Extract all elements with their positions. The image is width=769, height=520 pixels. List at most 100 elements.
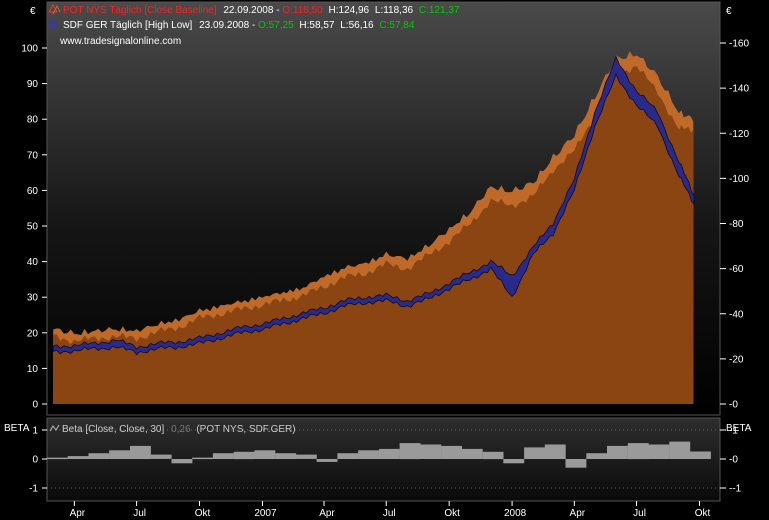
pot-series	[53, 51, 694, 405]
y-left-tick-label: 70	[27, 150, 39, 161]
x-axis: Apr Jul Okt 2007 Apr Jul Okt 2008 Apr Jul Okt	[70, 501, 711, 519]
beta-bar	[212, 453, 234, 459]
beta-bar	[565, 459, 587, 468]
y-right-tick-label: -40	[729, 309, 744, 320]
y-axis-right: -0 -20 -40 -60 -80 -100 -120 -140 -160	[720, 39, 749, 411]
beta-bar	[461, 448, 483, 459]
beta-symbols: (POT NYS, SDF.GER)	[196, 424, 295, 435]
beta-bar	[337, 453, 359, 459]
beta-bar	[316, 459, 338, 462]
x-tick-label: Apr	[570, 508, 586, 519]
legend-pot-high: H:124,96	[329, 5, 370, 16]
beta-bar	[524, 447, 545, 459]
y-left-tick-label: 50	[27, 222, 39, 233]
beta-bar	[503, 459, 525, 464]
svg-text:Beta [Close, Close, 30]: Beta [Close, Close, 30] 0,26 (POT NYS, S…	[62, 424, 296, 435]
beta-tick-label-right: -1	[729, 426, 738, 437]
beta-bar	[192, 457, 214, 460]
beta-tick-label-right: --1	[729, 484, 742, 495]
legend-pot-sep: -	[276, 5, 282, 16]
x-tick-label: 2008	[504, 508, 527, 519]
beta-bar	[47, 457, 68, 460]
legend-sdf-low: L:56,16	[340, 20, 374, 31]
y-right-tick-label: -60	[729, 264, 744, 275]
legend-pot-date: 22.09.2008	[223, 5, 273, 16]
beta-bar	[690, 451, 711, 459]
beta-legend-icon	[49, 424, 60, 432]
y-right-tick-label: -80	[729, 219, 744, 230]
beta-bar	[88, 453, 110, 459]
y-left-tick-label: 10	[27, 364, 39, 375]
sdf-legend-icon	[48, 17, 58, 28]
beta-bar	[275, 453, 297, 459]
sdf-high-low-band	[52, 55, 695, 356]
pot-area-close	[53, 66, 694, 404]
beta-value: 0,26	[171, 424, 191, 435]
y-right-tick-label: -120	[729, 129, 749, 140]
legend-sdf-date: 23.09.2008	[199, 20, 249, 31]
legend-sdf-name: SDF GER Täglich [High Low]	[63, 20, 193, 31]
beta-bar	[399, 443, 421, 460]
beta-axis: 1 -1 0 -0 -1 --1	[29, 426, 742, 495]
legend-sdf-sep: -	[252, 20, 258, 31]
beta-tick-label-left: -1	[29, 484, 38, 495]
beta-tick-label-right: -0	[729, 455, 738, 466]
beta-title: Beta [Close, Close, 30]	[62, 424, 164, 435]
y-axis-left: 0 10 20 30 40 50 60 70 80 90 100	[21, 44, 47, 411]
y-right-tick-label: -140	[729, 84, 749, 95]
svg-text:SDF GER Täglich [High Low]: SDF GER Täglich [High Low] 23.09.2008 - …	[63, 20, 415, 31]
currency-right: €	[726, 6, 732, 17]
watermark: www.tradesignalonline.com	[59, 36, 181, 47]
x-tick-label: 2007	[254, 508, 277, 519]
legend-sdf-high: H:58,57	[299, 20, 334, 31]
beta-bar	[378, 448, 400, 459]
beta-bar	[586, 453, 608, 459]
beta-bar	[607, 445, 628, 459]
beta-bar	[358, 450, 379, 459]
beta-bar	[420, 444, 442, 459]
beta-bar	[130, 445, 151, 459]
beta-axis-label-right: BETA	[726, 423, 752, 434]
beta-bar	[295, 454, 317, 459]
legend-pot: POT NYS Täglich [Close Baseline] 22.09.2…	[48, 3, 460, 16]
y-right-tick-label: -160	[729, 39, 749, 50]
beta-series	[47, 429, 720, 489]
pot-legend-icon-line	[52, 4, 61, 15]
beta-bar	[254, 450, 276, 459]
y-right-tick-label: -0	[729, 400, 738, 411]
pot-legend-icon	[48, 3, 58, 13]
beta-plot-area	[46, 417, 721, 502]
beta-bar	[150, 454, 172, 459]
y-left-tick-label: 0	[32, 400, 38, 411]
sdf-series	[52, 55, 695, 356]
beta-bar	[109, 450, 131, 459]
legend-pot-name: POT NYS Täglich [Close Baseline]	[63, 5, 217, 16]
x-tick-label: Jul	[133, 508, 146, 519]
beta-bar	[627, 443, 649, 460]
beta-bar	[67, 456, 89, 459]
y-left-tick-label: 60	[27, 186, 39, 197]
y-left-tick-label: 30	[27, 293, 39, 304]
beta-bar	[648, 444, 670, 459]
x-tick-label: Okt	[195, 508, 211, 519]
beta-legend: Beta [Close, Close, 30] 0,26 (POT NYS, S…	[49, 424, 296, 435]
y-left-tick-label: 20	[27, 328, 39, 339]
legend-sdf-open: O:57,25	[258, 20, 294, 31]
beta-bar	[482, 451, 504, 460]
y-left-tick-label: 100	[21, 44, 38, 55]
y-left-tick-label: 40	[27, 257, 39, 268]
y-left-tick-label: 80	[27, 115, 39, 126]
beta-tick-label-left: 0	[32, 455, 38, 466]
beta-bar	[441, 445, 462, 459]
y-left-tick-label: 90	[27, 79, 39, 90]
x-tick-label: Okt	[444, 508, 460, 519]
x-tick-label: Okt	[695, 508, 711, 519]
y-right-tick-label: -20	[729, 354, 744, 365]
x-tick-label: Jul	[383, 508, 396, 519]
beta-axis-label-left: BETA	[4, 423, 30, 434]
beta-bar	[171, 459, 193, 464]
x-tick-label: Apr	[319, 508, 335, 519]
legend-pot-low: L:118,36	[375, 5, 414, 16]
beta-bar	[544, 444, 566, 459]
legend-sdf: SDF GER Täglich [High Low] 23.09.2008 - …	[48, 17, 415, 31]
